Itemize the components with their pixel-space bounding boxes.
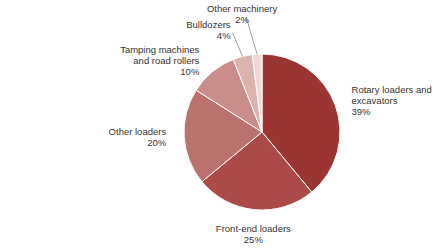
label-line: excavators <box>352 95 398 106</box>
chart: Rotary loaders andexcavators39% Front-end… <box>0 0 438 250</box>
label-line: and road rollers <box>133 55 199 66</box>
label-line: Bulldozers <box>186 19 231 30</box>
slice-label: Other loaders <box>109 126 167 137</box>
slice-label: Tamping machinesand road rollers <box>120 44 199 66</box>
page: {"chart_data": {"type": "pie", "categori… <box>0 0 438 250</box>
pie-slice <box>233 55 262 132</box>
slice-label: Other machinery <box>207 3 277 14</box>
value-label: 2% <box>235 14 249 25</box>
label-line: Tamping machines <box>120 44 199 55</box>
value-label: 25% <box>244 234 264 245</box>
slice-label: Front-end loaders <box>216 223 291 234</box>
label-line: Other machinery <box>207 3 277 14</box>
slice-label: Rotary loaders andexcavators <box>352 84 432 106</box>
slice-label: Bulldozers <box>186 19 231 30</box>
label-line: Rotary loaders and <box>352 84 432 95</box>
value-label: 20% <box>147 137 167 148</box>
value-label: 39% <box>352 106 372 117</box>
label-line: Front-end loaders <box>216 223 291 234</box>
label-line: Other loaders <box>109 126 167 137</box>
leader-line <box>233 33 243 56</box>
labels: Rotary loaders andexcavators39% Front-end… <box>109 3 432 245</box>
value-label: 10% <box>180 66 200 77</box>
value-label: 4% <box>217 30 231 41</box>
slices <box>184 54 340 210</box>
pie-slice <box>252 54 262 132</box>
